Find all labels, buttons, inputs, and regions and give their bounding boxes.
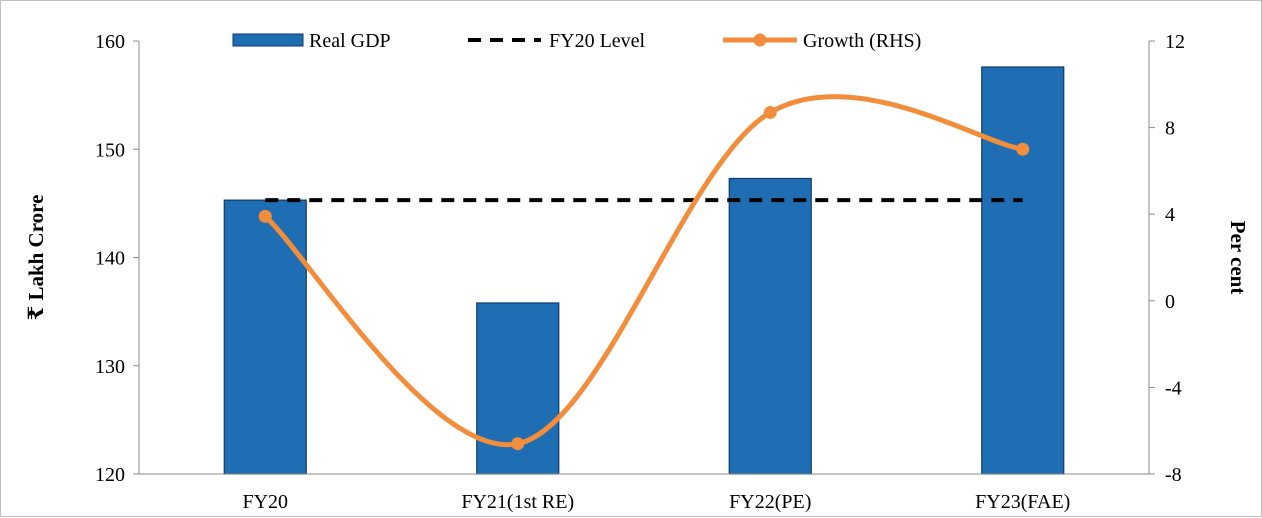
left-axis: 120 130 140 150 160 bbox=[95, 31, 140, 486]
legend: Real GDP FY20 Level Growth (RHS) bbox=[232, 30, 921, 52]
x-tick-label: FY20 bbox=[242, 491, 288, 513]
left-axis-title: ₹ Lakh Crore bbox=[24, 195, 48, 321]
real-gdp-bar bbox=[728, 177, 812, 475]
left-tick-label: 120 bbox=[95, 464, 125, 486]
x-tick-label: FY22(PE) bbox=[729, 491, 811, 513]
legend-growth-marker bbox=[753, 33, 767, 47]
growth-marker bbox=[511, 437, 525, 451]
growth-line bbox=[262, 94, 1026, 448]
x-tick-label: FY23(FAE) bbox=[975, 491, 1070, 513]
left-tick-label: 150 bbox=[95, 139, 125, 161]
left-tick-label: 160 bbox=[95, 31, 125, 53]
x-axis: FY20 FY21(1st RE) FY22(PE) FY23(FAE) bbox=[139, 473, 1149, 513]
legend-fy20-level-label: FY20 Level bbox=[549, 30, 646, 52]
right-tick-label: 0 bbox=[1165, 291, 1175, 313]
right-tick-label: 4 bbox=[1165, 204, 1175, 226]
growth-marker bbox=[763, 105, 777, 119]
x-tick-label: FY21(1st RE) bbox=[461, 491, 574, 513]
real-gdp-bar bbox=[223, 199, 307, 475]
left-tick-label: 140 bbox=[95, 248, 125, 270]
legend-real-gdp-label: Real GDP bbox=[309, 30, 391, 52]
right-tick-label: -4 bbox=[1165, 377, 1182, 399]
growth-marker bbox=[1016, 142, 1030, 156]
right-tick-label: -8 bbox=[1165, 464, 1182, 486]
right-axis-title: Per cent bbox=[1226, 221, 1250, 295]
real-gdp-bar bbox=[981, 66, 1065, 475]
legend-growth-label: Growth (RHS) bbox=[803, 30, 921, 52]
growth-line-layer bbox=[258, 94, 1030, 451]
right-tick-label: 8 bbox=[1165, 118, 1175, 140]
right-axis: -8 -4 0 4 8 12 bbox=[1148, 31, 1185, 486]
legend-real-gdp-swatch bbox=[232, 33, 304, 47]
right-tick-label: 12 bbox=[1165, 31, 1185, 53]
bars-layer bbox=[223, 66, 1065, 475]
left-tick-label: 130 bbox=[95, 356, 125, 378]
growth-marker bbox=[258, 209, 272, 223]
